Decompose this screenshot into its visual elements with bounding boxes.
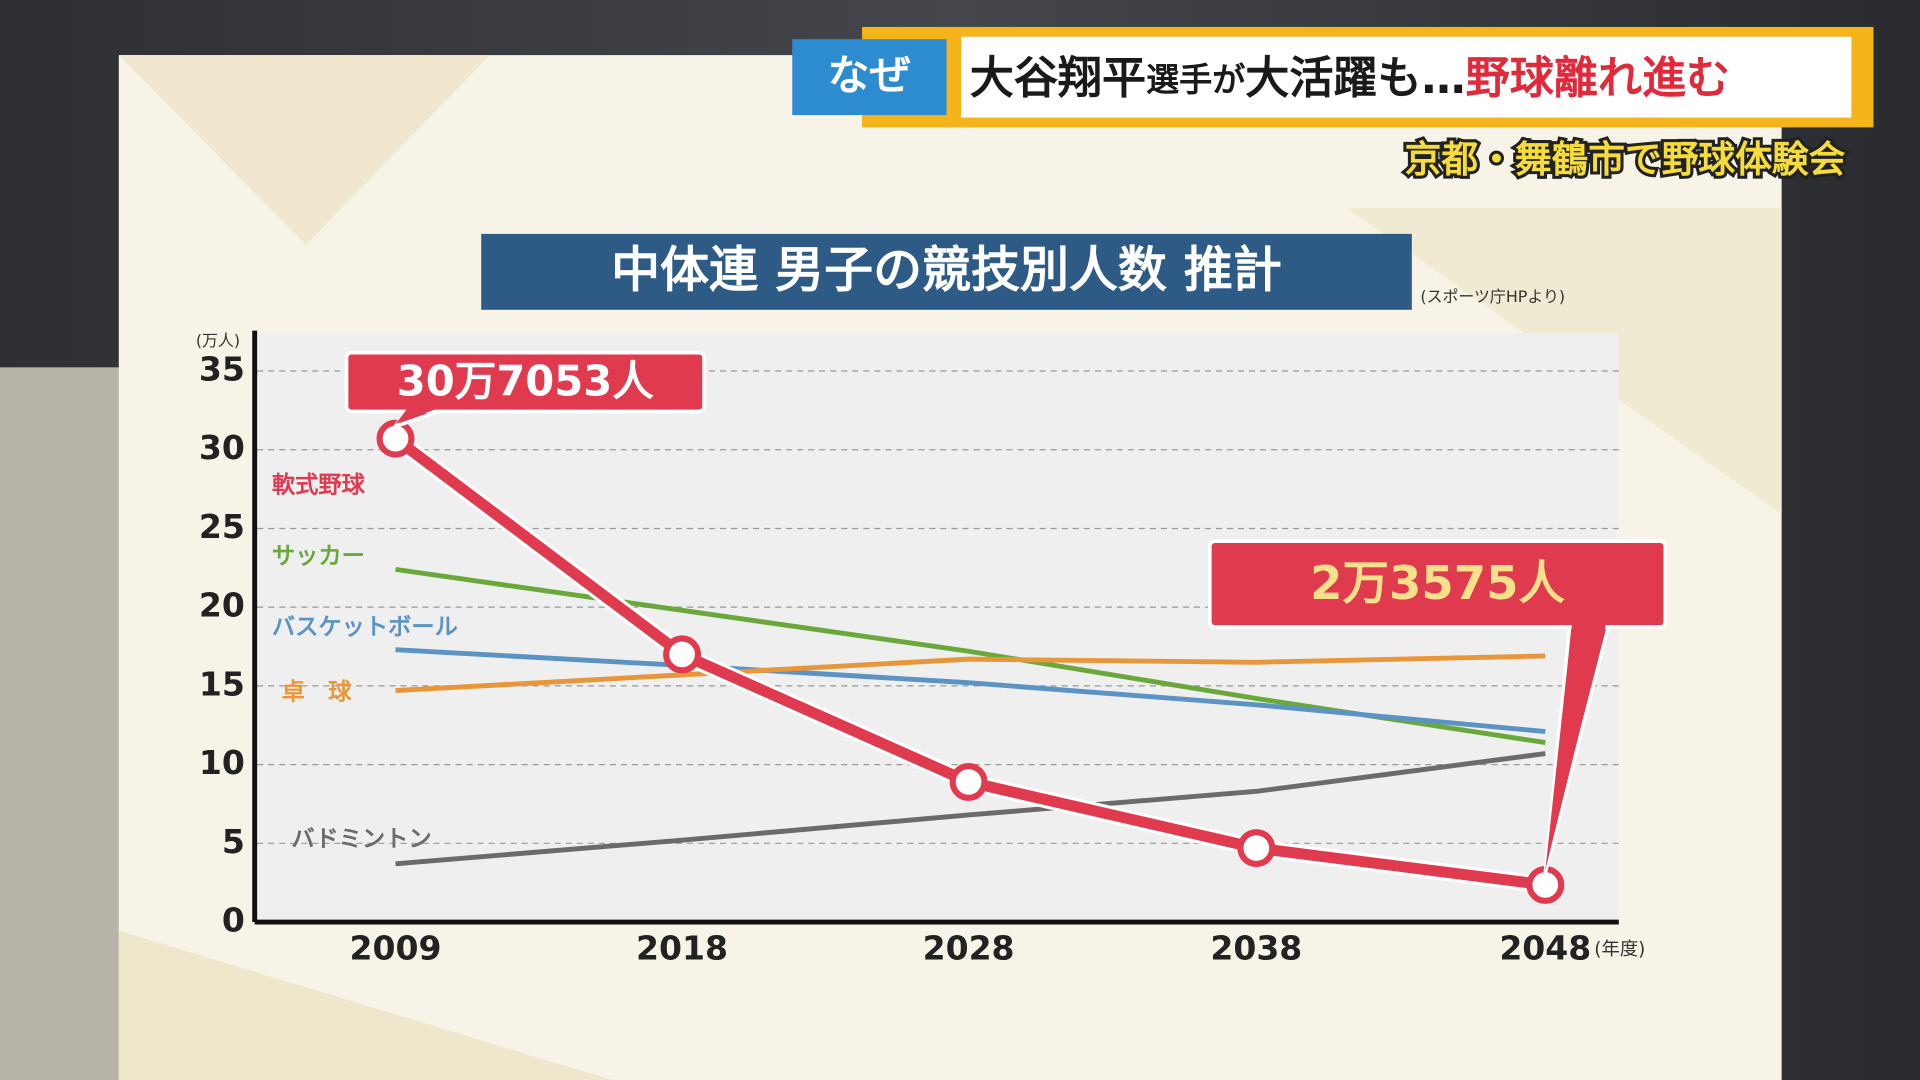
x-tick-label: 2018 bbox=[636, 929, 728, 968]
data-point bbox=[949, 762, 988, 801]
headline-part: 野球離れ進む bbox=[1466, 53, 1730, 104]
series-label: 卓 球 bbox=[282, 679, 353, 706]
headline-part: 選手が bbox=[1146, 59, 1245, 98]
data-point bbox=[663, 635, 702, 674]
y-tick-label: 15 bbox=[199, 664, 245, 703]
chart-title: 中体連 男子の競技別人数 推計 bbox=[611, 242, 1282, 299]
y-tick-label: 35 bbox=[199, 350, 245, 389]
y-tick-label: 10 bbox=[199, 743, 245, 782]
data-point bbox=[1237, 829, 1276, 868]
headline-part: 大活躍も… bbox=[1245, 53, 1465, 104]
series-line bbox=[395, 647, 1546, 734]
series-label: バドミントン bbox=[291, 826, 431, 853]
series-line bbox=[395, 653, 1546, 694]
data-point bbox=[376, 419, 415, 458]
series-label: バスケットボール bbox=[272, 614, 458, 641]
x-tick-label: 2048 bbox=[1499, 929, 1591, 968]
series-label: サッカー bbox=[272, 543, 365, 570]
value-label: 2万3575人 bbox=[1310, 556, 1565, 610]
x-unit: (年度) bbox=[1594, 939, 1645, 960]
title-box bbox=[481, 233, 1412, 310]
subheadline: 京都・舞鶴市で野球体験会 bbox=[1405, 138, 1846, 181]
data-point bbox=[1526, 865, 1565, 904]
tag-box bbox=[792, 39, 947, 116]
banner bbox=[961, 36, 1852, 118]
headline: 大谷翔平選手が大活躍も…野球離れ進む bbox=[970, 53, 1730, 104]
x-tick-label: 2009 bbox=[350, 929, 442, 968]
y-tick-label: 25 bbox=[199, 507, 245, 546]
callout-pointer-fill bbox=[395, 406, 444, 424]
series-label: 軟式野球 bbox=[272, 472, 366, 499]
y-tick-label: 30 bbox=[199, 428, 245, 467]
board-pattern bbox=[118, 930, 613, 1080]
callout-box bbox=[344, 350, 706, 414]
y-unit: (万人) bbox=[196, 331, 240, 350]
board-pattern bbox=[118, 55, 490, 245]
callout-box bbox=[1207, 539, 1668, 629]
callout-pointer-fill bbox=[1545, 622, 1607, 871]
value-label: 30万7053人 bbox=[397, 356, 654, 405]
tag: なぜ bbox=[828, 50, 912, 99]
x-tick-label: 2038 bbox=[1210, 929, 1302, 968]
plot: 0 5 10 15 20 25 30 35 2009 2018 2028 2038 2048 サッカーバス… bbox=[199, 330, 1668, 968]
y-tick-label: 0 bbox=[222, 901, 245, 940]
y-tick-label: 5 bbox=[222, 822, 245, 861]
series-line bbox=[395, 751, 1546, 867]
source: (スポーツ庁HPより) bbox=[1420, 287, 1565, 306]
x-tick-label: 2028 bbox=[923, 929, 1015, 968]
y-tick-label: 20 bbox=[199, 586, 245, 625]
headline-part: 大谷翔平 bbox=[970, 53, 1146, 104]
